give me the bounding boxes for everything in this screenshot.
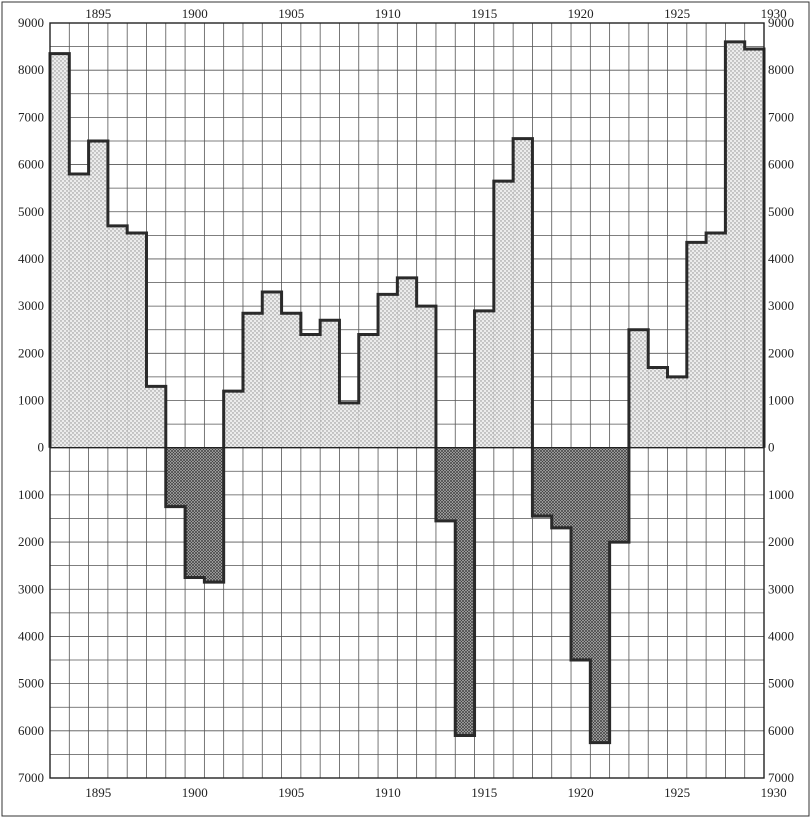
y-tick-label-right: 8000: [768, 62, 794, 77]
y-tick-label-left: 2000: [18, 534, 44, 549]
bar-1903: [242, 313, 263, 448]
bar-1927: [706, 232, 726, 448]
y-tick-label-right: 3000: [768, 581, 794, 596]
bar-1924: [648, 367, 668, 448]
x-tick-label-bottom: 1920: [568, 785, 594, 800]
y-tick-label-right: 5000: [768, 204, 794, 219]
x-tick-label-bottom: 1930: [761, 785, 787, 800]
bar-1909: [358, 334, 379, 448]
bar-1929: [744, 48, 764, 448]
y-tick-label-left: 1000: [18, 393, 44, 408]
x-tick-label-top: 1910: [375, 6, 401, 21]
bar-1898: [146, 386, 166, 448]
bar-1926: [686, 242, 707, 448]
y-tick-label-right: 0: [768, 440, 775, 455]
x-tick-label-top: 1920: [568, 6, 594, 21]
y-tick-label-left: 7000: [18, 109, 44, 124]
y-tick-label-right: 1000: [768, 393, 794, 408]
bar-1899: [165, 447, 186, 507]
y-tick-label-right: 6000: [768, 157, 794, 172]
x-tick-label-top: 1915: [471, 6, 497, 21]
y-tick-label-left: 4000: [18, 628, 44, 643]
tick-labels: 9000 9000 8000 8000 7000 7000 6000 6000 5000 5000…: [18, 6, 794, 800]
y-tick-label-left: 4000: [18, 251, 44, 266]
y-tick-label-right: 2000: [768, 534, 794, 549]
bar-1905: [281, 313, 301, 448]
x-tick-label-bottom: 1905: [278, 785, 304, 800]
bar-1895: [88, 140, 108, 448]
y-tick-label-right: 4000: [768, 628, 794, 643]
bar-1910: [378, 294, 398, 448]
y-tick-label-left: 5000: [18, 204, 44, 219]
y-tick-label-left: 3000: [18, 581, 44, 596]
x-tick-label-bottom: 1895: [85, 785, 111, 800]
bar-1902: [223, 391, 243, 448]
y-tick-label-right: 9000: [768, 15, 794, 30]
bar-1896: [107, 225, 128, 448]
bar-1917: [513, 138, 533, 448]
y-tick-label-left: 9000: [18, 15, 44, 30]
x-tick-label-top: 1905: [278, 6, 304, 21]
y-tick-label-right: 5000: [768, 676, 794, 691]
bar-1914: [455, 447, 475, 736]
y-tick-label-left: 6000: [18, 157, 44, 172]
step-line: [48, 40, 766, 745]
y-tick-label-left: 0: [38, 440, 45, 455]
y-tick-label-right: 1000: [768, 487, 794, 502]
bar-1906: [300, 334, 321, 448]
y-tick-label-right: 6000: [768, 723, 794, 738]
y-tick-label-right: 7000: [768, 770, 794, 785]
x-tick-label-top: 1930: [761, 6, 787, 21]
bar-1900: [185, 447, 205, 578]
bar-1918: [532, 447, 552, 517]
x-tick-label-top: 1900: [182, 6, 208, 21]
bar-1921: [590, 447, 610, 743]
bar-1894: [69, 174, 89, 448]
y-tick-label-left: 2000: [18, 345, 44, 360]
y-tick-label-left: 6000: [18, 723, 44, 738]
y-tick-label-left: 8000: [18, 62, 44, 77]
bar-1913: [435, 447, 456, 521]
x-tick-label-top: 1925: [664, 6, 690, 21]
y-tick-label-right: 4000: [768, 251, 794, 266]
bar-1923: [628, 329, 649, 448]
y-tick-label-right: 3000: [768, 298, 794, 313]
bar-1915: [474, 310, 494, 448]
bar-1901: [204, 447, 224, 583]
plot-frame: [49, 22, 765, 779]
bar-1925: [667, 376, 687, 448]
bar-1908: [339, 402, 359, 448]
y-tick-label-left: 7000: [18, 770, 44, 785]
y-tick-label-right: 7000: [768, 109, 794, 124]
y-tick-label-left: 3000: [18, 298, 44, 313]
bar-1920: [571, 447, 591, 661]
bar-1916: [493, 181, 514, 448]
x-tick-label-bottom: 1925: [664, 785, 690, 800]
y-tick-label-right: 2000: [768, 345, 794, 360]
bar-1928: [725, 41, 745, 448]
y-tick-label-left: 5000: [18, 676, 44, 691]
x-tick-label-top: 1895: [85, 6, 111, 21]
step-outline: [48, 40, 766, 745]
bar-1912: [416, 306, 436, 448]
x-tick-label-bottom: 1900: [182, 785, 208, 800]
bar-1922: [609, 447, 629, 543]
x-tick-label-bottom: 1915: [471, 785, 497, 800]
y-tick-label-left: 1000: [18, 487, 44, 502]
bars: [50, 41, 764, 743]
bar-1907: [320, 320, 340, 448]
bar-1904: [262, 291, 282, 448]
bar-1897: [127, 232, 147, 448]
bar-1919: [551, 447, 572, 528]
x-tick-label-bottom: 1910: [375, 785, 401, 800]
bar-1911: [397, 277, 417, 448]
bar-1893: [50, 53, 70, 448]
